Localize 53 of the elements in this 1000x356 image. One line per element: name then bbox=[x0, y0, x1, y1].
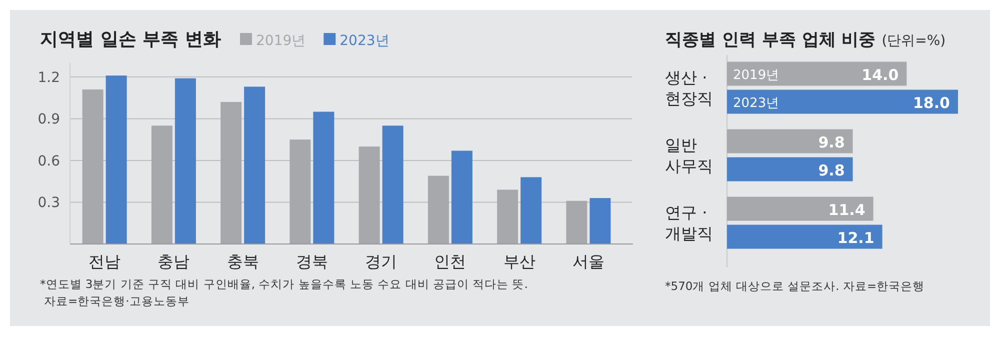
x-tick-label: 서울 bbox=[572, 252, 604, 271]
bar bbox=[497, 190, 518, 244]
chart-title: 직종별 인력 부족 업체 비중 bbox=[665, 30, 876, 50]
bar bbox=[244, 86, 266, 244]
series-label: 2019년 bbox=[733, 68, 780, 83]
bar bbox=[727, 62, 907, 86]
bar bbox=[358, 146, 380, 244]
bar bbox=[313, 112, 334, 244]
bar bbox=[566, 200, 588, 244]
bar bbox=[220, 102, 242, 244]
text: *570개 업체 대상으로 설문조사. 자료=한국은행 bbox=[665, 279, 925, 293]
bar bbox=[451, 150, 472, 244]
bar bbox=[727, 90, 958, 114]
bar bbox=[727, 196, 874, 221]
bar bbox=[382, 126, 404, 244]
x-tick-label: 인천 bbox=[434, 252, 466, 271]
data-label: 11.4 bbox=[828, 200, 866, 219]
data-label: 9.8 bbox=[818, 161, 845, 180]
x-tick-label: 경북 bbox=[296, 252, 328, 271]
data-label: 18.0 bbox=[912, 94, 950, 112]
y-tick-label: 일반 사무직 bbox=[665, 135, 713, 176]
x-tick-label: 충남 bbox=[158, 252, 190, 271]
x-tick-label: 전남 bbox=[88, 252, 121, 271]
legend-label: 2019년 bbox=[256, 33, 306, 49]
data-label: 14.0 bbox=[862, 66, 899, 84]
bar bbox=[520, 177, 542, 244]
y-tick-label: 0.9 bbox=[38, 112, 60, 128]
y-tick-label: 연구 · 개발직 bbox=[665, 202, 713, 243]
y-tick-label: 0.6 bbox=[38, 153, 60, 170]
legend-label: 2023년 bbox=[340, 33, 390, 49]
text: *연도별 3분기 기준 구직 대비 구인배율, 수치가 높을수록 노동 수요 대비 공급이 적다는 뜻. bbox=[40, 277, 528, 291]
bar bbox=[590, 198, 611, 244]
bar bbox=[727, 224, 882, 249]
chart-title: 지역별 일손 부족 변화 bbox=[40, 29, 221, 50]
bar bbox=[151, 126, 172, 244]
y-tick-label: 1.2 bbox=[38, 70, 60, 86]
series-label: 2023년 bbox=[733, 96, 780, 111]
x-tick-label: 충북 bbox=[226, 252, 259, 271]
x-tick-label: 경기 bbox=[365, 252, 398, 271]
y-tick-label: 0.3 bbox=[38, 195, 60, 212]
text: 자료=한국은행·고용노동부 bbox=[44, 294, 190, 308]
x-tick-label: 부산 bbox=[503, 252, 536, 271]
bar bbox=[727, 157, 853, 182]
y-tick-label: 생산 · 현장직 bbox=[665, 68, 713, 108]
chart-subtitle: (단위=%) bbox=[882, 33, 946, 49]
bar bbox=[174, 78, 196, 244]
data-label: 9.8 bbox=[818, 133, 845, 152]
data-label: 12.1 bbox=[837, 228, 874, 247]
bar bbox=[82, 89, 104, 244]
bar bbox=[727, 129, 853, 154]
bar bbox=[106, 76, 127, 244]
bar bbox=[428, 176, 449, 244]
bar bbox=[290, 140, 311, 244]
